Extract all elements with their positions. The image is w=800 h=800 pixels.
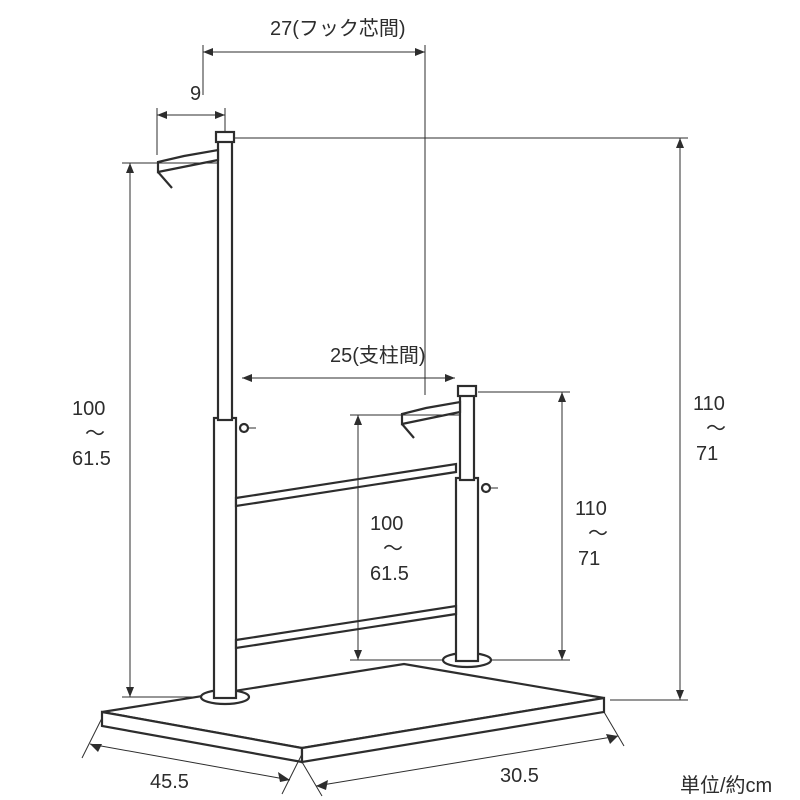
dim-left-post-height: 100 〜 61.5 bbox=[72, 163, 218, 697]
dim-oh2-top: 110 bbox=[693, 393, 725, 415]
dim-left-h-bot: 61.5 bbox=[72, 448, 111, 470]
dim-right-h-top: 100 bbox=[370, 513, 403, 535]
base-plate bbox=[102, 664, 604, 762]
dim-overall-height-2: 110 〜 71 bbox=[234, 138, 726, 700]
unit-label: 単位/約cm bbox=[680, 774, 772, 797]
dim-left-h-mid: 〜 bbox=[85, 423, 105, 445]
right-post bbox=[402, 386, 498, 667]
dim-hook-offset-label: 9 bbox=[190, 83, 201, 105]
dim-left-h-top: 100 bbox=[72, 398, 105, 420]
dim-oh1-mid: 〜 bbox=[588, 523, 608, 545]
left-post bbox=[158, 132, 256, 704]
dim-overall-height-1: 110 〜 71 bbox=[478, 392, 608, 660]
dim-post-span-label: 25(支柱間) bbox=[330, 344, 426, 367]
dim-right-h-mid: 〜 bbox=[383, 538, 403, 560]
dim-hook-span: 27(フック芯間) bbox=[203, 17, 425, 395]
dim-oh1-bot: 71 bbox=[578, 548, 600, 570]
dim-oh2-bot: 71 bbox=[696, 443, 718, 465]
dim-oh2-mid: 〜 bbox=[706, 418, 726, 440]
dim-base-depth-label: 30.5 bbox=[500, 765, 539, 787]
dim-hook-offset: 9 bbox=[157, 83, 225, 155]
dim-right-h-bot: 61.5 bbox=[370, 563, 409, 585]
cross-bars bbox=[236, 464, 456, 648]
dim-hook-span-label: 27(フック芯間) bbox=[270, 17, 406, 40]
dim-base-width-label: 45.5 bbox=[150, 771, 189, 793]
dim-oh1-top: 110 bbox=[575, 498, 607, 520]
dim-post-span: 25(支柱間) bbox=[242, 344, 455, 382]
dimension-drawing: 27(フック芯間) 9 25(支柱間) bbox=[0, 0, 800, 800]
